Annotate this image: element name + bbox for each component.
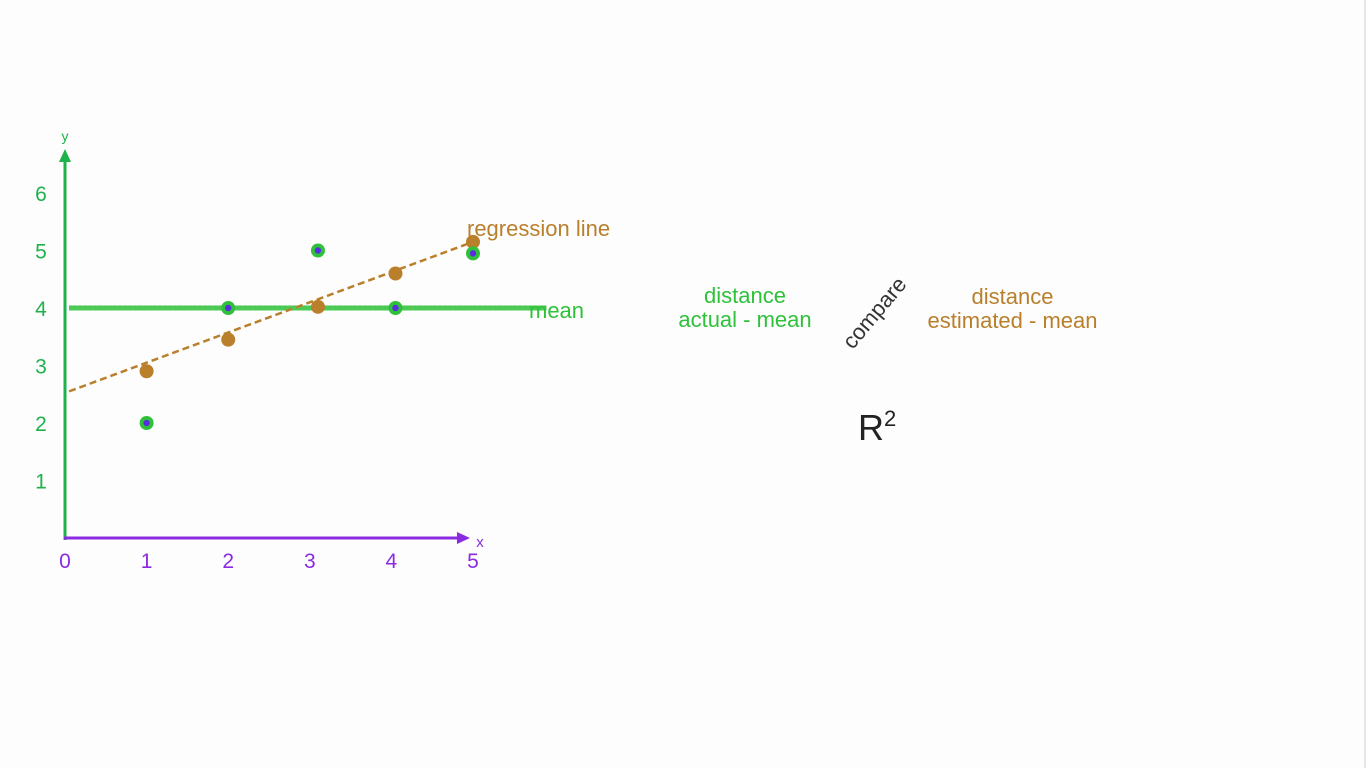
- actual-point-center: [143, 419, 150, 427]
- right-line-2: estimated - mean: [927, 308, 1098, 333]
- regression-line: [68, 240, 474, 393]
- estimated-point: [139, 364, 154, 379]
- y-tick-label: 1: [35, 471, 47, 494]
- r-superscript: 2: [884, 406, 897, 431]
- distance-estimated-mean-text: distance estimated - mean: [905, 285, 1120, 333]
- y-tick-label: 4: [35, 298, 47, 321]
- estimated-point: [221, 332, 236, 347]
- x-tick-label: 1: [141, 550, 153, 573]
- y-axis-label: y: [62, 128, 69, 144]
- estimated-point: [388, 266, 403, 281]
- actual-point-center: [225, 304, 232, 312]
- x-tick-label: 0: [59, 550, 71, 573]
- y-tick-label: 3: [35, 356, 47, 379]
- r-base: R: [858, 407, 884, 448]
- left-line-1: distance: [704, 283, 786, 308]
- regression-chart: y x 0 1 2 3 4 5 1 2 3 4 5 6 mean regression line: [35, 128, 610, 573]
- right-line-1: distance: [971, 284, 1054, 309]
- estimated-point: [310, 299, 325, 314]
- y-tick-label: 5: [35, 241, 47, 264]
- r-squared-label: R2: [858, 406, 896, 449]
- x-tick-label: 2: [222, 550, 234, 573]
- actual-point-center: [314, 247, 322, 254]
- estimated-point: [466, 234, 480, 249]
- x-tick-label: 3: [304, 550, 316, 573]
- x-tick-label: 4: [386, 550, 398, 573]
- actual-point-center: [469, 250, 477, 257]
- distance-actual-mean-text: distance actual - mean: [660, 284, 830, 332]
- y-tick-label: 6: [35, 183, 47, 206]
- window-edge: [1364, 0, 1366, 768]
- compare-text: compare: [837, 271, 912, 354]
- actual-point-center: [392, 304, 399, 312]
- x-axis-label: x: [476, 534, 484, 551]
- y-tick-label: 2: [35, 413, 47, 436]
- regression-line-label: regression line: [467, 216, 610, 241]
- left-line-2: actual - mean: [678, 307, 812, 332]
- mean-line-label: mean: [529, 298, 584, 323]
- y-axis-arrow: [59, 149, 71, 162]
- x-tick-label: 5: [467, 550, 479, 573]
- x-axis-arrow: [457, 532, 470, 544]
